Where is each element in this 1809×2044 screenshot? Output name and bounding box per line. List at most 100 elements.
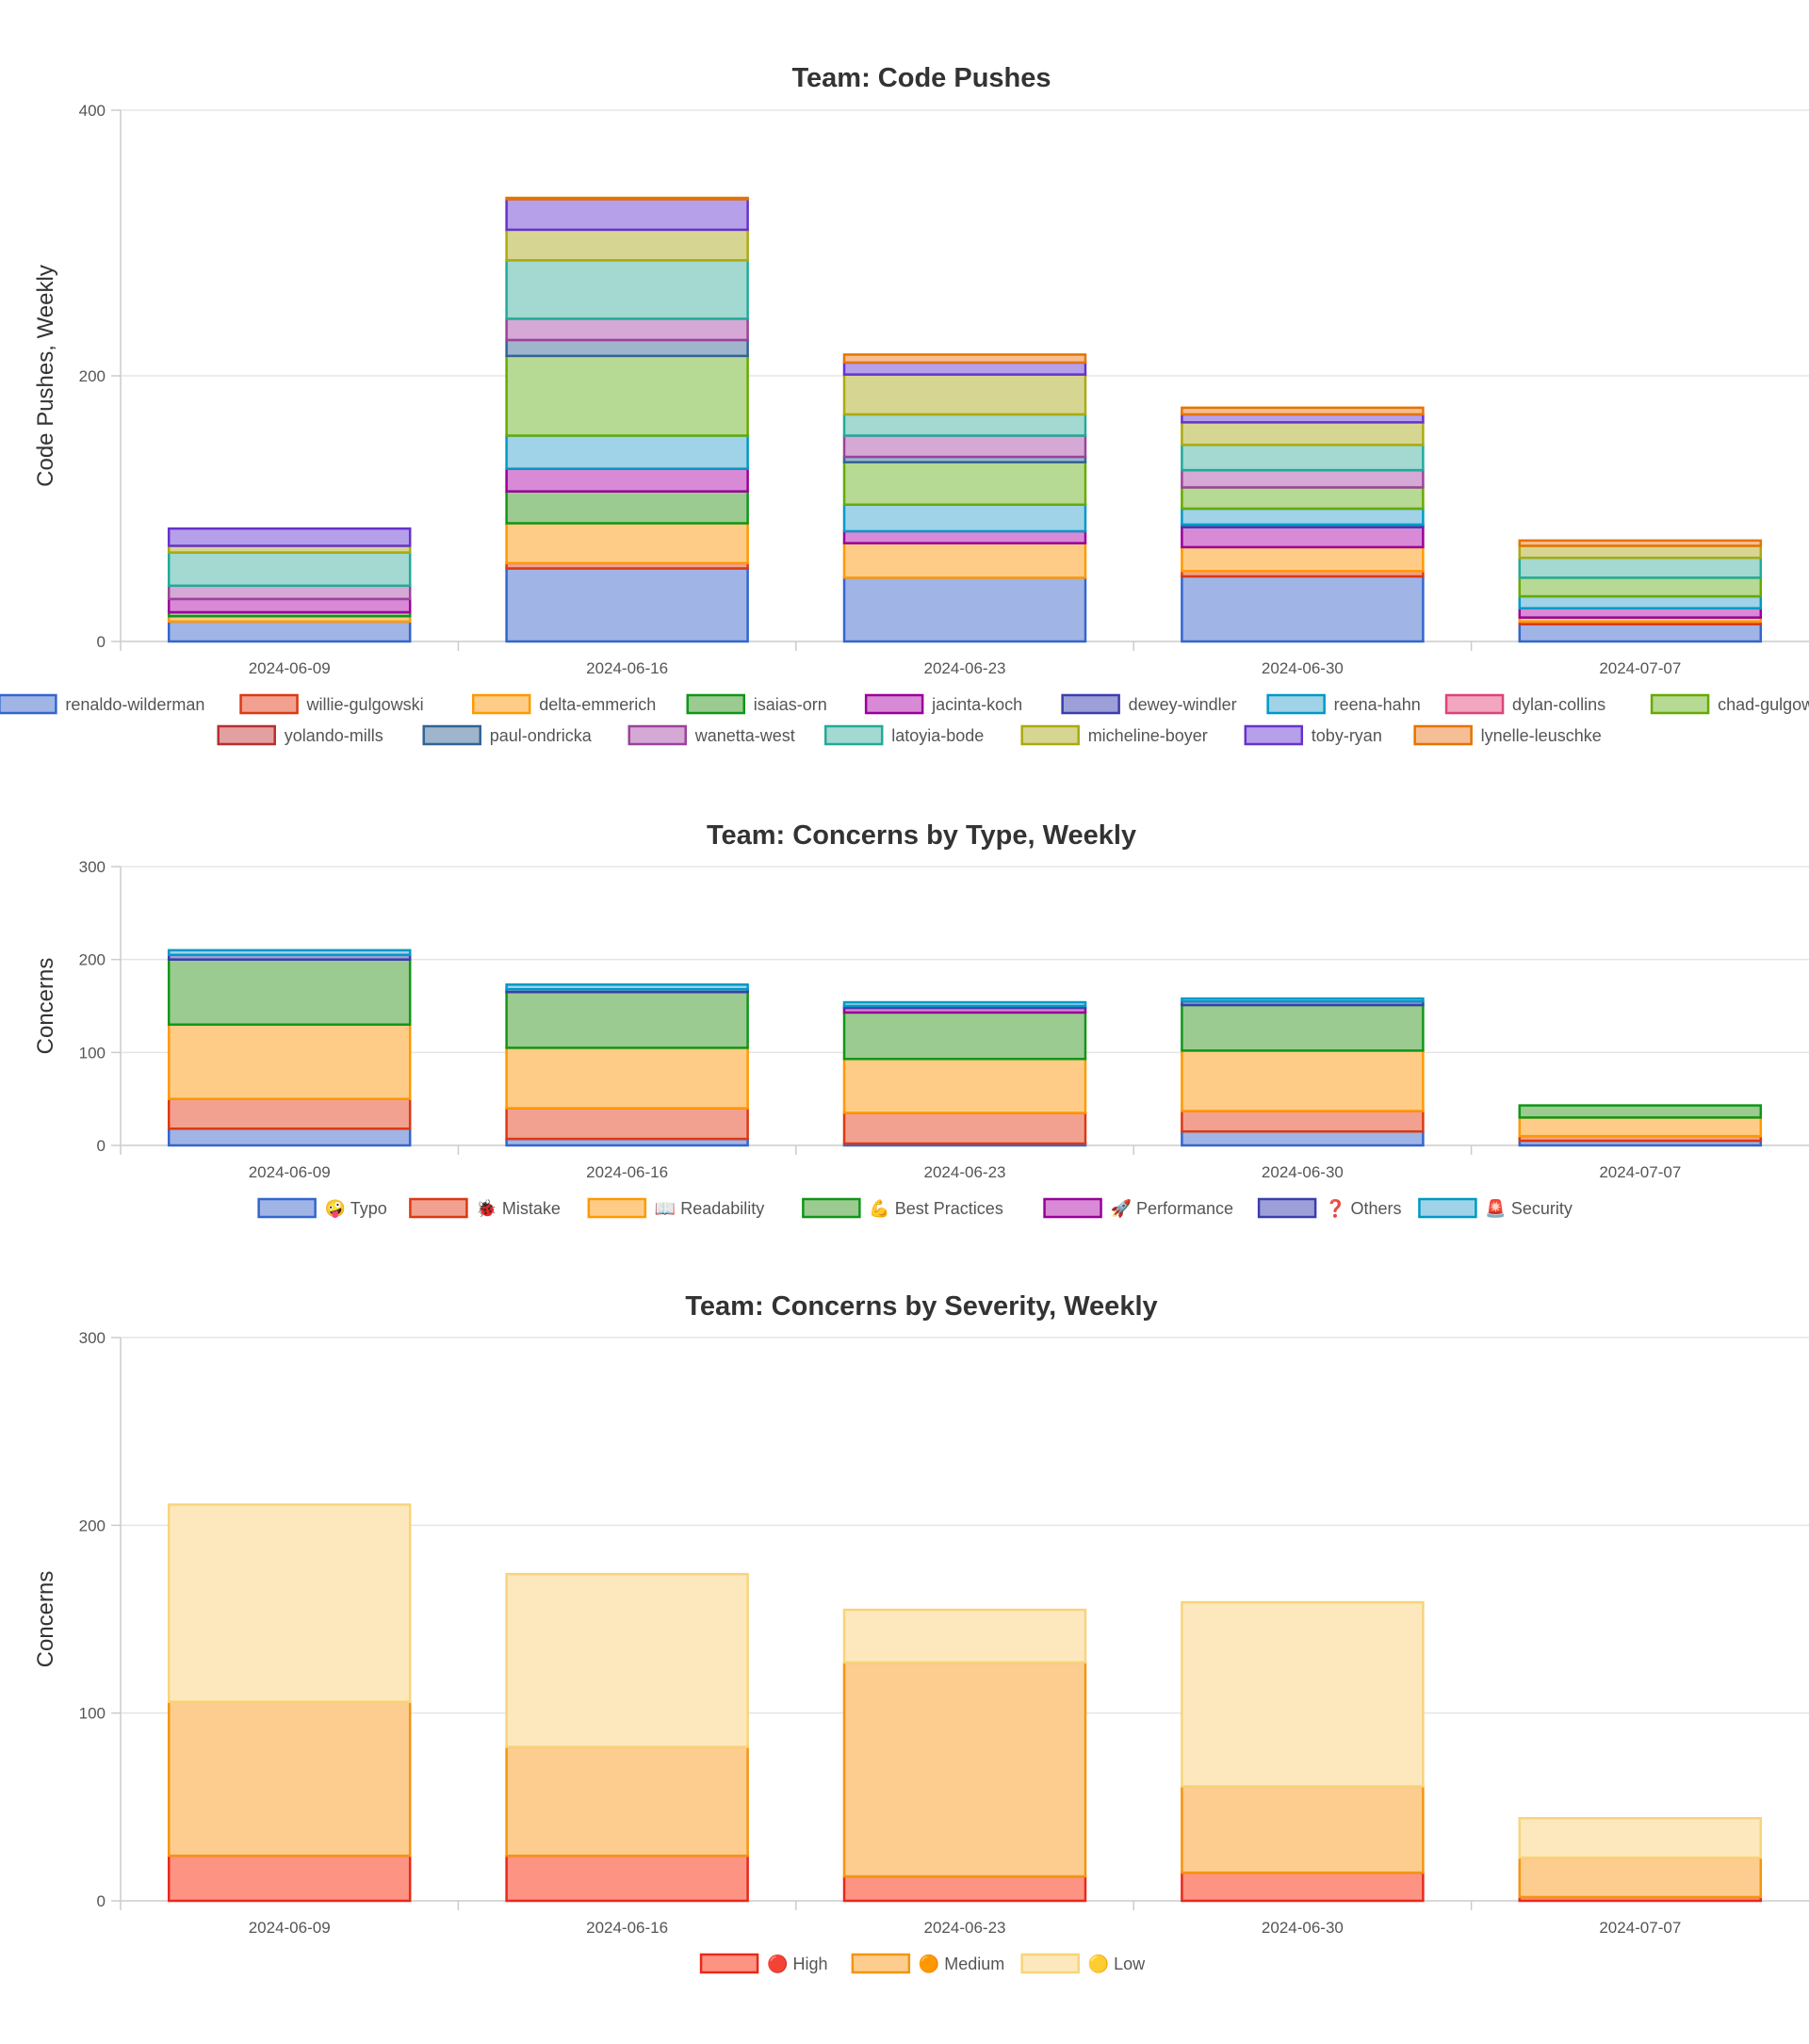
bar-segment-high [505,1854,749,1903]
y-tick-label: 0 [97,1137,106,1155]
legend-label-willie-gulgowski: willie-gulgowski [306,695,424,714]
legend-label-isaias-orn: isaias-orn [754,695,827,714]
bar-segment-lynelle-leuschke [1181,406,1425,416]
bar-segment-reena-hahn [1518,594,1763,609]
bar-segment-latoyia-bode [505,259,749,320]
legend-label-others: ❓ Others [1325,1198,1401,1218]
bar-segment-lynelle-leuschke [842,353,1087,365]
x-tick-label: 2024-06-23 [924,1919,1006,1937]
legend-label-delta-emmerich: delta-emmerich [539,695,656,714]
legend-label-lynelle-leuschke: lynelle-leuschke [1481,726,1602,745]
x-tick-label: 2024-07-07 [1599,659,1681,677]
bar-segment-reena-hahn [1181,507,1425,527]
legend-swatch-isaias-orn [686,693,745,715]
legend-swatch-delta-emmerich [471,693,531,715]
bar-segment-readability [505,1046,749,1110]
x-tick-label: 2024-06-09 [249,1919,331,1937]
y-axis-label: Concerns [33,958,58,1055]
bar-segment-jacinta-koch [1181,526,1425,549]
y-tick-label: 0 [97,633,106,651]
bar-segment-best-practices [1518,1104,1763,1119]
legend-swatch-best-practices [802,1197,861,1219]
legend-swatch-yolando-mills [217,724,276,746]
legend-swatch-performance [1043,1197,1102,1219]
legend-swatch-willie-gulgowski [239,693,299,715]
bar-segment-chad-gulgowski [1518,576,1763,598]
legend-swatch-paul-ondricka [422,724,481,746]
legend-label-best-practices: 💪 Best Practices [869,1198,1002,1218]
legend-swatch-jacinta-koch [864,693,924,715]
bar-segment-best-practices [1181,1003,1425,1052]
bar-segment-medium [1518,1856,1763,1899]
legend-label-paul-ondricka: paul-ondricka [490,726,593,745]
x-tick-label: 2024-06-30 [1262,1163,1344,1181]
legend-label-latoyia-bode: latoyia-bode [891,726,984,745]
legend-label-high: 🔴 High [767,1954,827,1973]
bar-segment-security [1181,997,1425,1003]
x-tick-label: 2024-06-23 [924,1163,1006,1181]
x-tick-label: 2024-06-16 [586,659,668,677]
bar-segment-toby-ryan [1181,413,1425,424]
legend-label-mistake: 🐞 Mistake [476,1198,560,1218]
bar-segment-micheline-boyer [1181,421,1425,446]
chart-title: Team: Concerns by Severity, Weekly [685,1291,1157,1322]
x-tick-label: 2024-07-07 [1599,1919,1681,1937]
legend-label-toby-ryan: toby-ryan [1312,726,1382,745]
bar-segment-micheline-boyer [505,228,749,262]
bar-segment-renaldo-wilderman [842,576,1087,643]
bar-segment-lynelle-leuschke [505,196,749,201]
legend-label-medium: 🟠 Medium [919,1954,1004,1973]
y-tick-label: 200 [79,1517,106,1534]
bar-segment-jacinta-koch [842,529,1087,544]
bar-segment-wanetta-west [167,584,412,601]
bar-segment-reena-hahn [842,503,1087,533]
bar-segment-micheline-boyer [842,373,1087,416]
legend-label-readability: 📖 Readability [655,1199,764,1218]
bar-segment-low [1518,1817,1763,1859]
legend-swatch-reena-hahn [1266,693,1326,715]
legend-label-wanetta-west: wanetta-west [694,726,795,745]
legend-label-low: 🟡 Low [1088,1954,1146,1973]
bar-segment-latoyia-bode [1518,556,1763,579]
bar-segment-readability [167,1023,412,1100]
bar-segment-isaias-orn [505,490,749,525]
legend-swatch-micheline-boyer [1020,724,1080,746]
bar-segment-wanetta-west [1181,468,1425,489]
bar-segment-renaldo-wilderman [167,620,412,643]
legend-label-jacinta-koch: jacinta-koch [931,695,1022,714]
y-axis-label: Concerns [33,1571,58,1668]
bar-segment-jacinta-koch [505,467,749,493]
legend-swatch-readability [587,1197,647,1219]
chart-1: Team: Code Pushes 0 200 400 Code Pushes, Wee… [0,63,1809,746]
bar-segment-jacinta-koch [167,597,412,614]
x-tick-label: 2024-06-30 [1262,1919,1344,1937]
bar-segment-high [1181,1871,1425,1903]
bar-segment-latoyia-bode [842,413,1087,437]
bar-segment-renaldo-wilderman [1518,623,1763,643]
x-tick-label: 2024-06-09 [249,1163,331,1181]
legend-swatch-others [1257,1197,1317,1219]
bar-segment-best-practices [505,990,749,1049]
bar-segment-low [1181,1600,1425,1788]
legend-label-renaldo-wilderman: renaldo-wilderman [65,695,204,714]
bar-segment-low [505,1572,749,1748]
bar-segment-latoyia-bode [1181,444,1425,472]
legend-swatch-dewey-windler [1061,693,1120,715]
bar-segment-jacinta-koch [1518,607,1763,619]
bar-segment-latoyia-bode [167,551,412,588]
bar-segment-toby-ryan [505,198,749,232]
bar-segment-wanetta-west [842,434,1087,459]
y-tick-label: 0 [97,1892,106,1910]
bar-segment-high [167,1854,412,1903]
bar-segment-security [842,1000,1087,1008]
legend-swatch-wanetta-west [627,724,687,746]
x-tick-label: 2024-07-07 [1599,1163,1681,1181]
x-tick-label: 2024-06-30 [1262,659,1344,677]
legend-label-reena-hahn: reena-hahn [1334,695,1421,714]
bar-segment-best-practices [842,1011,1087,1061]
bar-segment-chad-gulgowski [505,354,749,437]
y-tick-label: 300 [79,858,106,876]
bar-segment-reena-hahn [505,434,749,470]
